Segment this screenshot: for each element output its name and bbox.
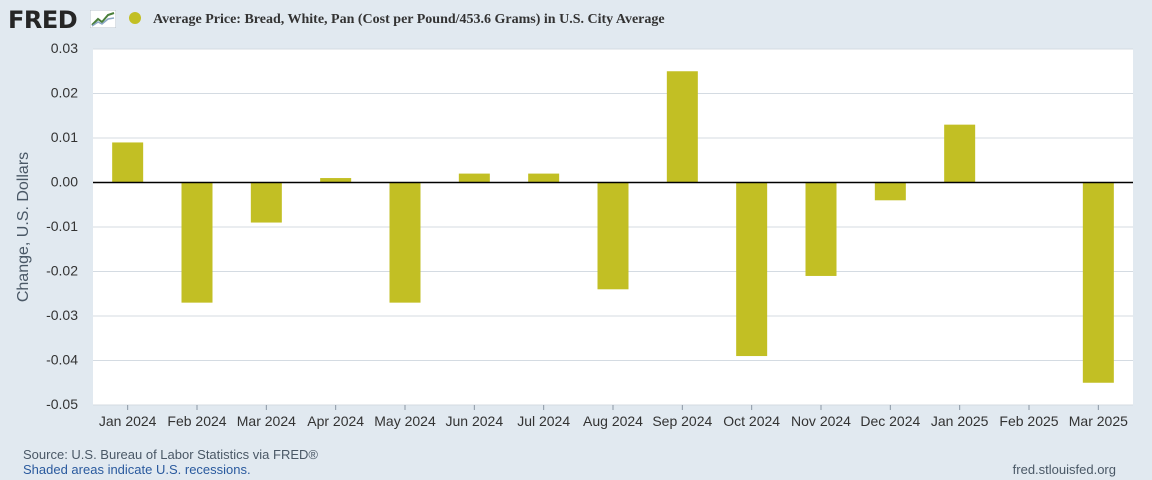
bar-jul-2024[interactable] [528,173,560,183]
bar-mar-2024[interactable] [250,182,282,223]
y-tick-label: 0.01 [51,129,78,145]
x-tick-label: Aug 2024 [583,413,643,429]
x-tick-label: Feb 2024 [167,413,226,429]
x-tick-label: Mar 2025 [1069,413,1128,429]
x-tick-label: Dec 2024 [860,413,920,429]
bar-jan-2024[interactable] [112,142,144,183]
y-tick-label: -0.02 [46,263,78,279]
fred-graph-icon [90,10,116,28]
bar-nov-2024[interactable] [805,182,837,276]
y-axis-label: Change, U.S. Dollars [15,152,32,302]
y-tick-label: 0.03 [51,40,78,56]
bar-apr-2024[interactable] [320,178,352,183]
y-tick-label: -0.01 [46,218,78,234]
fred-logo[interactable]: FRED [8,6,78,34]
x-tick-label: Feb 2025 [999,413,1058,429]
y-tick-label: 0.00 [51,174,78,190]
bar-sep-2024[interactable] [666,71,698,183]
y-tick-labels: 0.03 0.02 0.01 0.00 -0.01 -0.02 -0.03 -0.04 -0.0… [46,40,78,412]
x-tick-label: Sep 2024 [652,413,712,429]
bar-oct-2024[interactable] [736,182,768,357]
footer-url[interactable]: fred.stlouisfed.org [1012,462,1116,477]
x-tick-label: Jul 2024 [517,413,570,429]
x-tick-labels: Jan 2024 Feb 2024 Mar 2024 Apr 2024 May 2024… [99,405,1128,429]
legend-label[interactable]: Average Price: Bread, White, Pan (Cost p… [153,12,665,27]
x-tick-label: Apr 2024 [307,413,364,429]
bar-dec-2024[interactable] [874,182,906,201]
bar-may-2024[interactable] [389,182,421,303]
bar-chart: 0.03 0.02 0.01 0.00 -0.01 -0.02 -0.03 -0.04 -0.0… [15,40,1133,429]
x-tick-label: Mar 2024 [237,413,296,429]
chart-header: FRED Average Price: Bread, White, Pan (C… [0,0,1152,40]
legend-swatch [129,12,141,24]
bar-jan-2025[interactable] [944,124,976,183]
footer-shaded-note[interactable]: Shaded areas indicate U.S. recessions. [23,462,251,477]
bar-feb-2024[interactable] [181,182,213,303]
y-tick-label: -0.03 [46,307,78,323]
y-tick-label: -0.04 [46,352,78,368]
x-tick-label: Jan 2024 [99,413,157,429]
bar-aug-2024[interactable] [597,182,629,290]
y-tick-label: -0.05 [46,396,78,412]
x-tick-label: Jan 2025 [931,413,989,429]
bars [112,71,1114,383]
x-tick-label: Oct 2024 [723,413,780,429]
footer-source: Source: U.S. Bureau of Labor Statistics … [23,447,318,462]
bar-jun-2024[interactable] [458,173,490,183]
x-tick-label: May 2024 [374,413,436,429]
x-tick-label: Jun 2024 [446,413,504,429]
y-tick-label: 0.02 [51,85,78,101]
bar-mar-2025[interactable] [1082,182,1114,383]
x-tick-label: Nov 2024 [791,413,851,429]
